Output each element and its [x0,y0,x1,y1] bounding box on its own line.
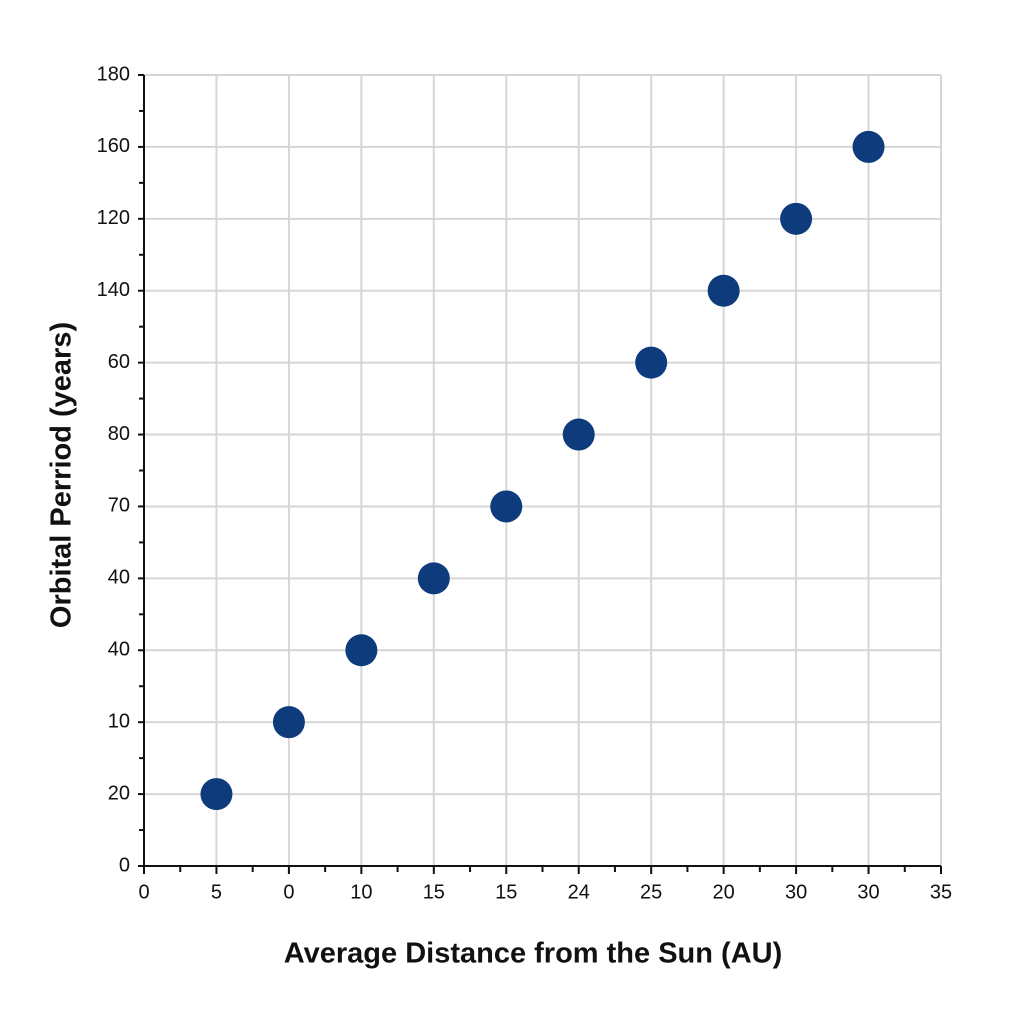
y-axis-title: Orbital Perriod (years) [46,322,78,628]
point [272,706,305,739]
x-tick-label: 10 [350,881,372,903]
y-tick-label: 70 [108,495,130,517]
y-tick-label: 20 [108,782,130,804]
y-tick-label: 180 [97,63,130,85]
x-tick-label: 15 [423,881,445,903]
y-tick-label: 80 [108,423,130,445]
point [562,418,595,451]
point [417,562,450,595]
y-tick-label: 160 [97,135,130,157]
x-tick-label: 0 [283,881,294,903]
point [852,130,885,163]
y-tick-label: 40 [108,567,130,589]
point [780,202,813,235]
point [200,778,233,811]
y-tick-label: 60 [108,351,130,373]
point [345,634,378,667]
point [490,490,523,523]
y-tick-label: 10 [108,710,130,732]
x-tick-label: 35 [930,881,952,903]
y-tick-label: 140 [97,279,130,301]
point [707,274,740,307]
x-tick-label: 30 [857,881,879,903]
x-tick-label: 30 [785,881,807,903]
x-tick-label: 25 [640,881,662,903]
x-tick-label: 20 [713,881,735,903]
y-tick-label: 120 [97,207,130,229]
y-tick-label: 0 [119,854,130,876]
y-tick-label: 40 [108,639,130,661]
point [635,346,668,379]
x-tick-label: 5 [211,881,222,903]
x-tick-label: 0 [138,881,149,903]
x-tick-label: 24 [568,881,590,903]
x-axis-title: Average Distance from the Sun (AU) [284,938,782,970]
x-tick-label: 15 [495,881,517,903]
